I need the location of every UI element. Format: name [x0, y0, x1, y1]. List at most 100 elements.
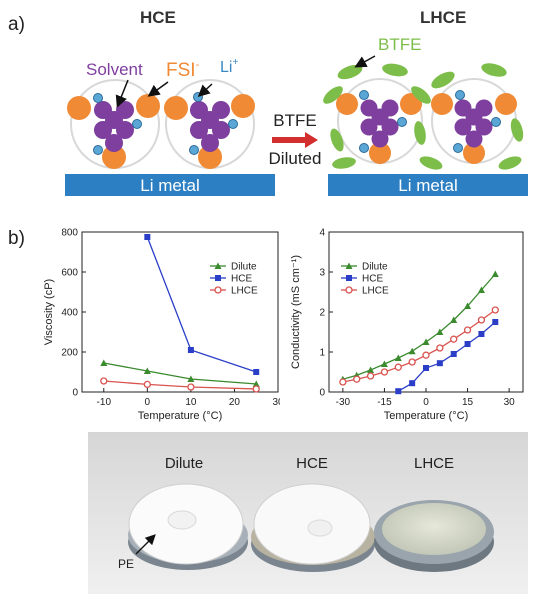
- li-metal-bar-lhce: [328, 174, 528, 196]
- series-hce: [395, 319, 499, 395]
- data-point: [478, 331, 485, 337]
- data-point: [187, 347, 194, 353]
- data-point: [187, 383, 195, 391]
- li-pointer: [197, 83, 213, 98]
- data-point: [436, 344, 444, 352]
- y-axis-label: Viscosity (cP): [43, 279, 55, 345]
- data-point: [464, 302, 472, 309]
- lhce-coin-cell: [374, 500, 494, 572]
- data-point: [464, 341, 471, 347]
- data-point: [100, 359, 108, 366]
- solvation-cluster-1: [67, 79, 160, 169]
- data-point: [408, 358, 416, 366]
- fsi-pointer: [147, 81, 169, 97]
- data-point: [450, 351, 457, 357]
- x-axis-label: Temperature (°C): [138, 410, 222, 422]
- data-point: [339, 378, 347, 386]
- data-point: [422, 351, 430, 359]
- y-tick-label: 0: [72, 388, 78, 399]
- dilution-arrow-icon: [272, 132, 318, 148]
- x-tick-label: -15: [377, 397, 392, 408]
- series-lhce: [100, 377, 260, 393]
- data-point: [408, 347, 416, 355]
- y-tick-label: 2: [319, 308, 325, 319]
- series-lhce: [339, 306, 499, 386]
- data-point: [394, 363, 402, 371]
- x-tick-label: 15: [462, 397, 474, 408]
- x-tick-label: 10: [185, 397, 197, 408]
- y-tick-label: 3: [319, 268, 325, 279]
- x-tick-label: -30: [336, 397, 351, 408]
- legend-label: LHCE: [231, 286, 258, 297]
- x-tick-label: 30: [272, 397, 280, 408]
- series-hce: [144, 234, 260, 375]
- btfe-molecules: [323, 63, 524, 170]
- data-point: [436, 360, 443, 367]
- plot-frame: [81, 231, 279, 393]
- series-dilute: [100, 359, 260, 387]
- pe-annotation: PE: [118, 557, 134, 571]
- series-dilute: [339, 270, 499, 383]
- lhce-title: LHCE: [420, 8, 467, 27]
- y-tick-label: 200: [61, 348, 78, 359]
- x-tick-label: 0: [145, 397, 151, 408]
- data-point: [100, 377, 108, 385]
- hce-title: HCE: [140, 8, 176, 27]
- btfe-label: BTFE: [378, 35, 421, 54]
- data-point: [143, 380, 151, 389]
- data-point: [252, 380, 260, 387]
- li-metal-label-hce: Li metal: [140, 176, 200, 195]
- x-axis-label: Temperature (°C): [384, 410, 468, 422]
- x-tick-label: 20: [229, 397, 241, 408]
- x-tick-label: 0: [423, 397, 429, 408]
- y-tick-label: 800: [61, 228, 78, 239]
- data-point: [491, 270, 499, 277]
- series-line: [103, 362, 257, 385]
- data-point: [394, 354, 402, 361]
- data-point: [477, 316, 486, 324]
- data-point: [463, 326, 472, 334]
- y-tick-label: 600: [61, 268, 78, 279]
- data-point: [367, 366, 375, 373]
- lhce-cluster-2: [431, 78, 517, 164]
- legend-label: LHCE: [362, 286, 389, 297]
- panel-a-diagram: Li metal Solvent FSI- Li+: [65, 35, 528, 196]
- legend-label: HCE: [231, 274, 252, 285]
- data-point: [450, 335, 458, 343]
- legend-marker: [215, 275, 221, 281]
- y-tick-label: 1: [319, 348, 325, 359]
- legend-marker: [345, 262, 353, 269]
- panel-b-label: b): [8, 228, 25, 249]
- data-point: [477, 286, 485, 293]
- legend-label: Dilute: [231, 262, 257, 273]
- data-point: [492, 319, 499, 325]
- li-metal-label-lhce: Li metal: [398, 176, 458, 195]
- data-point: [436, 328, 444, 335]
- data-point: [395, 388, 402, 395]
- y-axis-label: Conductivity (mS cm⁻¹): [290, 255, 302, 369]
- legend-marker: [214, 262, 222, 269]
- data-point: [422, 338, 430, 345]
- data-point: [423, 365, 429, 371]
- data-point: [252, 385, 260, 393]
- arrow-text-diluted: Diluted: [269, 149, 322, 168]
- solvation-cluster-2: [164, 79, 255, 169]
- data-point: [380, 368, 389, 376]
- y-tick-label: 4: [319, 228, 325, 239]
- data-point: [187, 375, 195, 382]
- data-point: [380, 360, 388, 367]
- conductivity-chart: -30 -15 0 15 30 0 1 2 3 4 Temperature (°C) Conducti…: [290, 228, 524, 422]
- btfe-pointer: [354, 55, 376, 68]
- li-metal-bar-hce: [65, 174, 275, 196]
- series-line: [146, 236, 257, 373]
- x-tick-label: 30: [504, 397, 516, 408]
- data-point: [409, 380, 416, 387]
- fsi-label: FSI-: [166, 59, 200, 81]
- photo-label-dilute: Dilute: [165, 455, 203, 472]
- lhce-cluster-1: [336, 78, 423, 164]
- viscosity-chart: -10 0 10 20 30 0 200 400 600 800 Temperature (°C) V…: [43, 228, 280, 423]
- data-point: [450, 316, 458, 323]
- y-tick-label: 400: [61, 308, 78, 319]
- data-point: [366, 372, 375, 380]
- panel-a-label: a): [8, 14, 25, 35]
